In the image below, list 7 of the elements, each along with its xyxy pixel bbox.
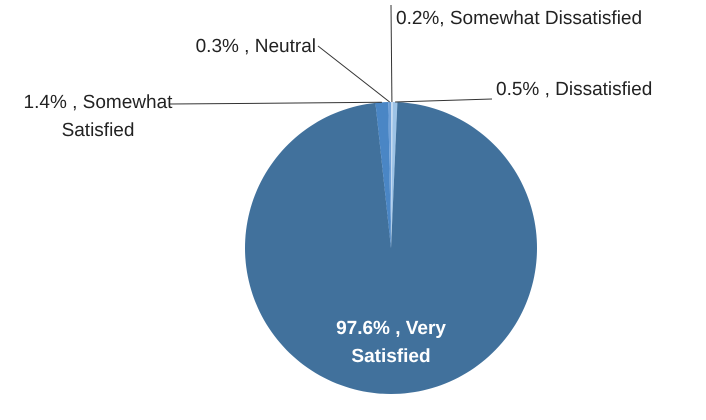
slice-label: 1.4% , Somewhat Satisfied — [24, 92, 174, 141]
slice-label: 0.2%, Somewhat Dissatisfied — [396, 8, 642, 29]
slice-label: 0.5% , Dissatisfied — [496, 79, 652, 100]
slice-label: 0.3% , Neutral — [196, 36, 316, 57]
slice-label: 97.6% , Very Satisfied — [336, 318, 446, 367]
pie-slice — [245, 102, 537, 394]
pie-slice — [375, 102, 391, 248]
